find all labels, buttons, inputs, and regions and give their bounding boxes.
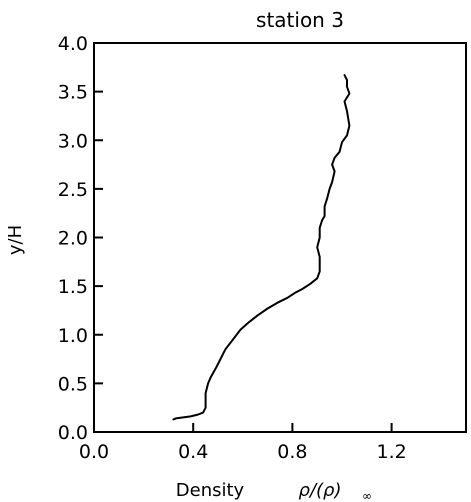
density-profile-line [172,74,351,421]
x-tick-label: 0.0 [79,441,109,463]
x-axis-label-word: Density [176,480,245,501]
y-tick-label: 2.5 [58,179,88,201]
y-tick-label: 1.5 [58,276,88,298]
x-tick-label: 0.8 [277,441,307,463]
y-tick-label: 3.0 [58,130,88,152]
y-tick-label: 0.0 [58,422,88,444]
y-axis-ticks: 0.0 0.5 1.0 1.5 2.0 2.5 3.0 3.5 4.0 [58,33,103,444]
x-axis-label-formula: ρ/(ρ) [299,480,342,501]
x-axis-label: Density ρ/(ρ) ∞ [176,480,372,502]
y-axis-label: y/H [5,225,26,255]
x-axis-label-subscript: ∞ [362,489,372,502]
x-axis-ticks: 0.0 0.4 0.8 1.2 [79,423,407,463]
x-tick-label: 1.2 [376,441,406,463]
y-tick-label: 0.5 [58,373,88,395]
y-tick-label: 2.0 [58,228,88,250]
plot-frame [93,42,467,433]
y-tick-label: 3.5 [58,82,88,104]
chart-title: station 3 [256,8,344,32]
x-tick-label: 0.4 [178,441,208,463]
y-tick-label: 4.0 [58,33,88,55]
y-tick-label: 1.0 [58,325,88,347]
